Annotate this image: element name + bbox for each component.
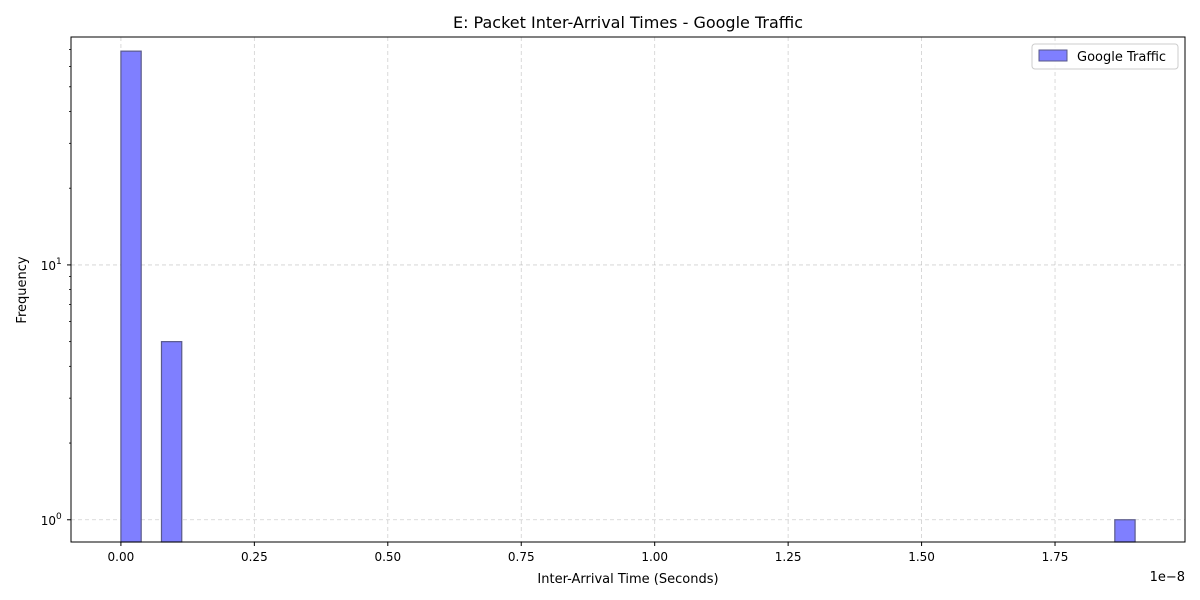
x-tick-label: 1.75	[1042, 550, 1069, 564]
y-tick-exponent: 0	[56, 512, 62, 522]
legend-frame	[1031, 43, 1179, 70]
x-tick-label: 0.00	[108, 550, 135, 564]
legend-swatch	[1038, 49, 1068, 62]
x-axis-offset-label: 1e−8	[1150, 570, 1185, 585]
legend-label: Google Traffic	[1077, 50, 1166, 65]
y-tick-label: 10	[41, 259, 56, 273]
bars-layer	[120, 50, 1136, 543]
x-tick-label: 1.25	[775, 550, 802, 564]
histogram-bar	[120, 50, 142, 543]
x-tick-label: 0.25	[241, 550, 268, 564]
plot-area-frame	[70, 36, 1186, 543]
grid-layer	[71, 37, 1185, 542]
x-axis-ticks: 0.00 0.25 0.50 0.75 1.00 1.25 1.50 1.75	[108, 542, 1069, 564]
legend: Google Traffic	[1031, 43, 1179, 70]
histogram-bar	[1114, 519, 1136, 543]
y-tick-exponent: 1	[56, 257, 62, 267]
x-tick-label: 1.00	[641, 550, 668, 564]
chart-title: E: Packet Inter-Arrival Times - Google T…	[453, 13, 803, 32]
x-tick-label: 1.50	[908, 550, 935, 564]
x-axis-label: Inter-Arrival Time (Seconds)	[537, 572, 718, 587]
y-tick-label: 10	[41, 514, 56, 528]
histogram-bar	[160, 341, 183, 543]
x-tick-label: 0.75	[508, 550, 535, 564]
x-tick-label: 0.50	[374, 550, 401, 564]
y-axis-label: Frequency	[15, 256, 30, 323]
